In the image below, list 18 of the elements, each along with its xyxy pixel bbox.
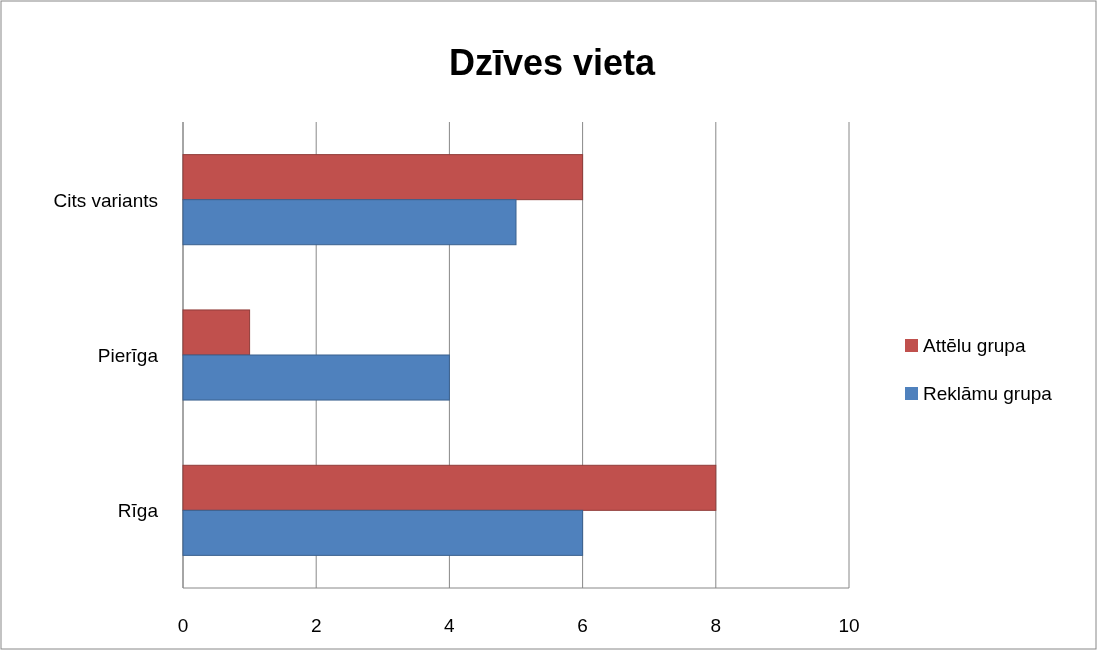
bar <box>182 309 251 356</box>
x-tick-label: 10 <box>838 615 860 636</box>
y-tick-label: Rīga <box>117 500 159 522</box>
y-tick-label: Pierīga <box>97 345 159 366</box>
chart-title: Dzīves vieta <box>448 42 657 83</box>
bar <box>182 154 584 201</box>
legend-label: Reklāmu grupa <box>923 383 1053 404</box>
bar <box>182 199 517 246</box>
x-tick-label: 4 <box>444 615 456 636</box>
x-tick-label: 2 <box>310 615 322 636</box>
bar <box>182 464 717 511</box>
x-tick-label: 0 <box>177 615 189 636</box>
legend-label: Attēlu grupa <box>923 335 1026 356</box>
y-tick-label: Cits variants <box>53 189 158 211</box>
bar <box>182 509 584 556</box>
x-tick-label: 6 <box>577 615 588 636</box>
bar <box>182 354 450 401</box>
x-tick-label: 8 <box>710 615 722 636</box>
